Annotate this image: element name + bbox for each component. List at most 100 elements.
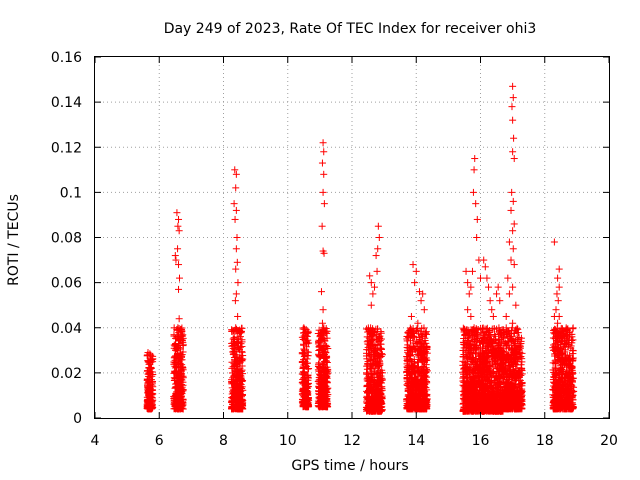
data-point — [170, 341, 178, 349]
data-point — [412, 267, 420, 275]
data-point — [420, 306, 428, 314]
data-point — [553, 290, 561, 298]
data-point — [407, 312, 415, 320]
data-point — [367, 279, 375, 287]
data-point — [171, 384, 179, 392]
data-point — [552, 306, 560, 314]
data-point — [143, 396, 151, 404]
data-point — [176, 370, 184, 378]
data-point — [509, 197, 517, 205]
data-point — [550, 312, 558, 320]
data-point — [175, 215, 183, 223]
data-point — [462, 267, 470, 275]
data-point — [317, 288, 325, 296]
data-point — [472, 200, 480, 208]
data-point — [178, 327, 186, 335]
data-point — [508, 103, 516, 111]
data-point — [554, 297, 562, 305]
data-point — [170, 332, 178, 340]
data-point — [171, 252, 179, 260]
data-point — [473, 215, 481, 223]
data-point — [174, 222, 182, 230]
data-point — [318, 222, 326, 230]
data-point — [468, 267, 476, 275]
data-point — [172, 354, 180, 362]
data-point — [510, 155, 518, 163]
data-point — [173, 209, 181, 217]
data-point — [318, 159, 326, 167]
data-point — [509, 148, 517, 156]
data-point — [477, 274, 484, 282]
data-point — [234, 312, 242, 320]
data-point — [175, 344, 183, 352]
data-point — [232, 245, 240, 253]
data-point — [232, 184, 240, 192]
data-point — [509, 116, 517, 124]
data-point — [145, 358, 153, 366]
data-point — [409, 261, 417, 269]
data-point — [172, 363, 180, 371]
data-point — [174, 390, 182, 398]
data-point — [318, 319, 326, 327]
data-point — [464, 306, 472, 314]
data-point — [509, 82, 517, 90]
data-point — [175, 274, 183, 282]
data-point — [509, 283, 517, 291]
data-point — [231, 297, 239, 305]
data-point — [419, 290, 427, 298]
data-point — [172, 340, 180, 348]
data-point — [369, 290, 377, 298]
data-point — [177, 361, 185, 369]
data-point — [232, 170, 240, 178]
data-point — [512, 301, 520, 309]
data-point — [504, 274, 512, 282]
data-point — [174, 393, 182, 401]
data-point — [320, 200, 328, 208]
data-point — [145, 372, 153, 380]
data-point — [170, 374, 178, 382]
data-point — [366, 272, 374, 280]
data-point — [509, 94, 517, 102]
data-point — [145, 403, 153, 411]
data-point — [470, 166, 478, 174]
data-point — [483, 274, 491, 282]
data-point — [465, 290, 473, 298]
data-point — [494, 283, 502, 291]
data-point — [146, 350, 154, 358]
data-point — [146, 385, 154, 393]
data-point — [489, 312, 497, 320]
data-point — [232, 265, 240, 273]
data-point — [172, 256, 180, 264]
data-point — [148, 399, 156, 407]
data-point — [232, 290, 240, 298]
data-point — [230, 200, 238, 208]
data-point — [467, 312, 475, 320]
data-point — [509, 227, 517, 235]
data-point — [178, 351, 186, 359]
data-point — [173, 402, 181, 410]
data-point — [175, 261, 183, 269]
data-point — [147, 357, 155, 365]
data-point — [319, 139, 327, 147]
data-point — [505, 290, 513, 298]
data-point — [319, 188, 327, 196]
data-point — [374, 245, 382, 253]
data-point — [233, 258, 241, 266]
data-point — [373, 267, 381, 275]
data-point — [232, 206, 240, 214]
data-point — [485, 283, 493, 291]
data-point — [508, 188, 516, 196]
data-point — [320, 148, 328, 156]
grid — [95, 57, 609, 418]
data-point — [488, 306, 496, 314]
data-point — [177, 392, 185, 400]
data-point — [143, 367, 151, 375]
data-point — [367, 301, 375, 309]
data-point — [176, 345, 184, 353]
data-point — [375, 234, 383, 241]
data-point — [320, 170, 328, 178]
data-point — [174, 245, 182, 253]
data-point — [550, 238, 558, 246]
data-point — [175, 285, 183, 293]
